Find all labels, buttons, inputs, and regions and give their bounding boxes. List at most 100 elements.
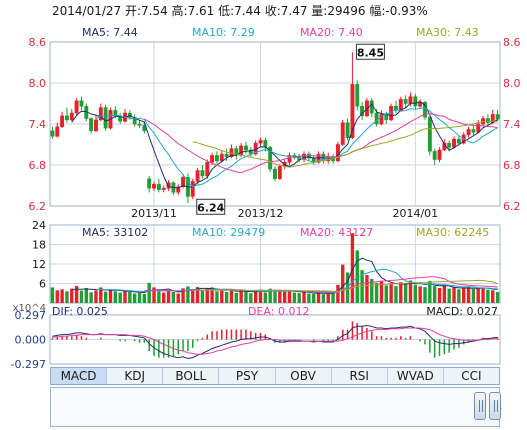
candle-body (69, 112, 74, 121)
volume-tick: 24 (32, 219, 46, 232)
candle-body (74, 100, 79, 114)
volume-unit-label: x10^4 (13, 303, 46, 314)
candle-body (94, 119, 98, 132)
volume-bar (263, 292, 268, 303)
volume-bar (253, 290, 258, 303)
volume-bar (462, 288, 466, 303)
volume-bar (89, 292, 93, 303)
volume-ma10-line (96, 268, 498, 294)
candle-body (335, 144, 340, 162)
volume-bar (113, 291, 118, 303)
volume-bar (287, 290, 292, 303)
price-x-tick: 2013/12 (238, 207, 284, 220)
low-label-box (196, 198, 226, 215)
candle-body (485, 118, 490, 123)
candle-body (408, 96, 413, 104)
tab-psy[interactable]: PSY (219, 368, 276, 384)
volume-bar (142, 293, 147, 303)
tab-macd[interactable]: MACD (51, 368, 108, 384)
volume-bar (220, 290, 224, 303)
candle-body (214, 155, 219, 162)
macd-tick: -0.297 (11, 358, 46, 371)
candle-body (268, 146, 273, 170)
tab-wvad[interactable]: WVAD (388, 368, 444, 384)
volume-bar (128, 291, 132, 303)
price-tick-left: 6.2 (29, 200, 47, 213)
tab-kdj[interactable]: KDJ (107, 368, 164, 384)
time-navigator[interactable] (50, 387, 500, 427)
low-label: 6.24 (197, 201, 224, 214)
volume-bar (181, 288, 185, 303)
volume-bar (147, 282, 151, 303)
candle-body (384, 114, 389, 121)
macd-dif-line (52, 324, 498, 360)
volume-bar (486, 289, 490, 303)
candle-body (205, 162, 210, 177)
volume-bar (442, 285, 447, 303)
volume-legend-ma10: MA10: 29479 (192, 226, 265, 239)
volume-bar (239, 290, 243, 303)
candle-body (89, 118, 94, 132)
candle-body (350, 84, 355, 138)
volume-bar (176, 293, 180, 303)
navigator-left-handle[interactable] (474, 392, 486, 420)
volume-bar (389, 283, 393, 303)
candle-body (152, 183, 156, 189)
candle-body (55, 126, 60, 137)
candle-body (166, 182, 171, 189)
volume-bar (428, 280, 432, 303)
candle-body (132, 116, 137, 125)
candle-body (481, 118, 486, 125)
tab-cci[interactable]: CCI (461, 369, 482, 383)
price-tick-left: 8.0 (29, 77, 47, 90)
volume-bar (292, 292, 297, 303)
price-tick-left: 8.6 (29, 36, 47, 49)
price-legend-ma30: MA30: 7.43 (416, 26, 479, 39)
volume-bar (186, 286, 190, 303)
volume-bar (481, 287, 485, 303)
volume-bar (355, 250, 359, 303)
price-x-tick: 2013/11 (131, 207, 177, 220)
volume-bar (195, 287, 200, 303)
candle-body (98, 107, 103, 121)
tab-obv[interactable]: OBV (276, 368, 332, 384)
tab-boll[interactable]: BOLL (163, 368, 220, 384)
volume-bar (447, 288, 451, 303)
volume-bar (384, 285, 388, 303)
volume-legend-ma20: MA20: 43127 (300, 226, 373, 239)
volume-tick: 6 (39, 278, 46, 291)
price-tick-left: 6.8 (29, 159, 47, 172)
volume-bar (268, 288, 272, 303)
navigator-right-handle[interactable] (489, 392, 501, 420)
volume-bar (316, 292, 321, 303)
volume-bar (403, 284, 408, 303)
tab-rsi[interactable]: RSI (332, 368, 388, 384)
volume-bar (99, 287, 103, 303)
volume-bar (476, 288, 480, 303)
volume-bar (65, 291, 69, 303)
volume-bar (466, 287, 471, 303)
candle-body (432, 151, 437, 160)
volume-bar (312, 293, 316, 303)
volume-bar (118, 292, 122, 303)
candle-body (345, 122, 350, 138)
volume-bar (379, 280, 384, 303)
volume-bar (229, 289, 234, 303)
volume-bar (370, 278, 374, 303)
volume-bar (282, 291, 287, 303)
candle-body (103, 107, 108, 129)
macd-tick: 0.000 (15, 334, 47, 347)
candle-body (495, 114, 500, 120)
price-tick-right: 6.8 (503, 159, 521, 172)
candle-body (60, 115, 65, 127)
volume-ma30-line (192, 279, 498, 292)
volume-bar (321, 294, 326, 303)
candle-body (50, 130, 55, 137)
volume-bar (432, 286, 437, 303)
macd-legend-dea: DEA: 0.012 (248, 305, 309, 318)
candle-body (263, 140, 268, 148)
volume-bar (273, 291, 277, 303)
candle-body (156, 183, 161, 190)
price-ma10-line (95, 107, 498, 188)
volume-bar (495, 291, 500, 303)
